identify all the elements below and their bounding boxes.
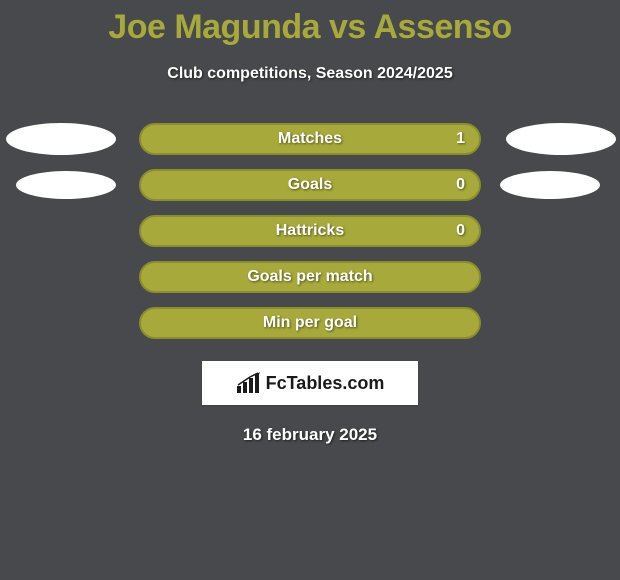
subtitle: Club competitions, Season 2024/2025 bbox=[0, 65, 620, 83]
left-ellipse bbox=[6, 123, 116, 155]
stat-value: 0 bbox=[456, 176, 465, 194]
stat-label: Goals per match bbox=[247, 268, 372, 286]
logo-box[interactable]: FcTables.com bbox=[202, 361, 418, 405]
right-ellipse bbox=[506, 123, 616, 155]
stat-label: Goals bbox=[288, 176, 332, 194]
stat-row: Goals 0 bbox=[0, 169, 620, 201]
stat-label: Min per goal bbox=[263, 314, 357, 332]
right-ellipse bbox=[500, 171, 600, 199]
stat-label: Matches bbox=[278, 130, 342, 148]
stat-label: Hattricks bbox=[276, 222, 344, 240]
logo-inner: FcTables.com bbox=[236, 372, 385, 394]
stats-area: Matches 1 Goals 0 Hattricks 0 Goals per match M… bbox=[0, 123, 620, 339]
stat-row: Matches 1 bbox=[0, 123, 620, 155]
stat-value: 0 bbox=[456, 222, 465, 240]
stat-bar: Hattricks 0 bbox=[139, 215, 481, 247]
comparison-card: Joe Magunda vs Assenso Club competitions… bbox=[0, 0, 620, 580]
stat-row: Goals per match bbox=[0, 261, 620, 293]
logo-text: FcTables.com bbox=[266, 373, 385, 394]
stat-bar: Matches 1 bbox=[139, 123, 481, 155]
stat-bar: Goals per match bbox=[139, 261, 481, 293]
stat-bar: Goals 0 bbox=[139, 169, 481, 201]
date-line: 16 february 2025 bbox=[0, 425, 620, 445]
stat-row: Hattricks 0 bbox=[0, 215, 620, 247]
left-ellipse bbox=[16, 171, 116, 199]
page-title: Joe Magunda vs Assenso bbox=[0, 8, 620, 47]
stat-row: Min per goal bbox=[0, 307, 620, 339]
bar-chart-icon bbox=[236, 372, 262, 394]
stat-value: 1 bbox=[456, 130, 465, 148]
stat-bar: Min per goal bbox=[139, 307, 481, 339]
